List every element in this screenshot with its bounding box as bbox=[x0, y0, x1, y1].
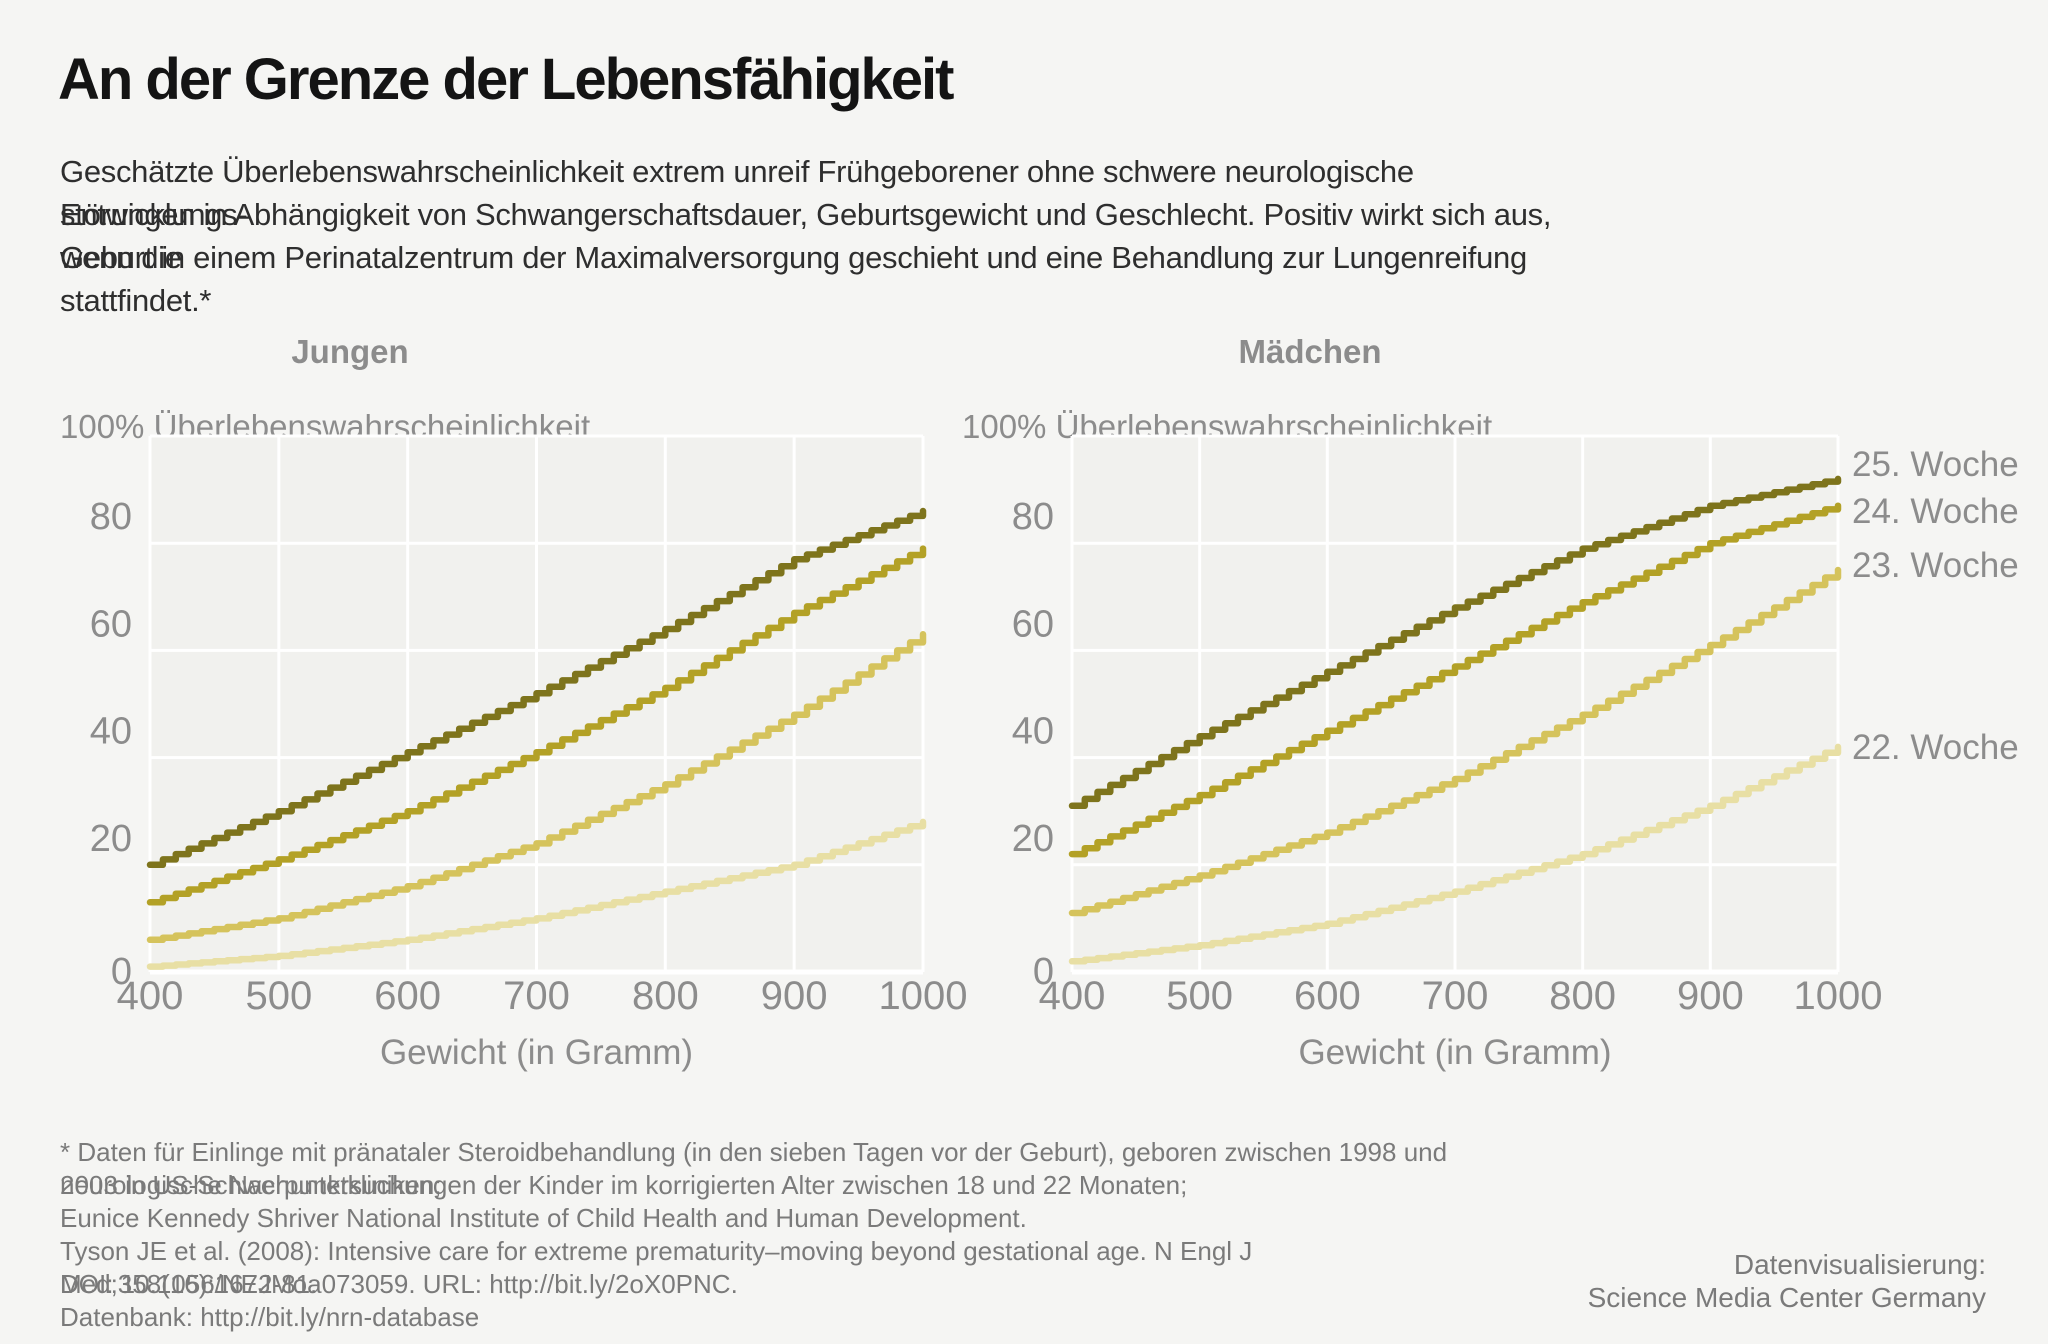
curve-22-woche bbox=[1068, 743, 1842, 965]
x-tick-label: 1000 bbox=[879, 974, 968, 1018]
y-tick-label: 20 bbox=[90, 818, 132, 860]
footnote-line: Datenbank: http://bit.ly/nrn-database bbox=[60, 1302, 480, 1332]
chart-svg-jungen: 0 20 40 60 80 400 500 600 700 800 900 1000 Gewicht (… bbox=[90, 434, 968, 1072]
legend-label-week-22: 22. Woche bbox=[1852, 728, 2019, 767]
x-tick-label: 900 bbox=[1677, 974, 1744, 1018]
y-tick-label: 60 bbox=[1012, 603, 1054, 645]
curve-25-woche bbox=[1068, 475, 1842, 810]
footnote-line: neurologische Nachuntersuchungen der Kin… bbox=[60, 1170, 1188, 1200]
y-tick-label: 0 bbox=[111, 951, 132, 993]
x-tick-label: 600 bbox=[374, 974, 441, 1018]
x-tick-label: 400 bbox=[117, 974, 184, 1018]
x-tick-label: 400 bbox=[1039, 974, 1106, 1018]
x-tick-label: 800 bbox=[632, 974, 699, 1018]
chart-panel-maedchen: 0 20 40 60 80 400 500 600 700 800 900 1000 Gewicht (… bbox=[957, 416, 1900, 1116]
y-tick-label: 0 bbox=[1033, 951, 1054, 993]
x-tick-label: 500 bbox=[1166, 974, 1233, 1018]
chart-panel-jungen: 0 20 40 60 80 400 500 600 700 800 900 1000 Gewicht (… bbox=[35, 416, 985, 1116]
chart-svg-mädchen: 0 20 40 60 80 400 500 600 700 800 900 1000 Gewicht (… bbox=[1012, 434, 1883, 1072]
curve-23-woche bbox=[146, 631, 927, 944]
x-tick-label: 500 bbox=[245, 974, 312, 1018]
y-tick-label: 80 bbox=[90, 496, 132, 538]
legend-label-week-24: 24. Woche bbox=[1852, 492, 2019, 531]
x-tick-label: 700 bbox=[503, 974, 570, 1018]
y-tick-label: 40 bbox=[90, 711, 132, 753]
y-tick-label: 80 bbox=[1012, 496, 1054, 538]
curve-23-woche bbox=[1068, 566, 1842, 917]
page-title: An der Grenze der Lebensfähigkeit bbox=[58, 47, 954, 112]
y-tick-label: 40 bbox=[1012, 711, 1054, 753]
x-tick-label: 900 bbox=[761, 974, 828, 1018]
footnote-line: * Daten für Einlinge mit pränataler Ster… bbox=[60, 1137, 1448, 1200]
page-subtitle-line: Geschätzte Überlebenswahrscheinlichkeit … bbox=[60, 154, 1414, 232]
page-subtitle-line: Geburt in einem Perinatalzentrum der Max… bbox=[60, 240, 1527, 318]
footnote-line: Tyson JE et al. (2008): Intensive care f… bbox=[60, 1236, 1253, 1299]
footnote-line: Eunice Kennedy Shriver National Institut… bbox=[60, 1203, 1027, 1233]
credit-line: Science Media Center Germany bbox=[1587, 1282, 1986, 1313]
panel-title-jungen: Jungen bbox=[291, 333, 409, 370]
legend-label-week-25: 25. Woche bbox=[1852, 445, 2019, 484]
credit-line: Datenvisualisierung: bbox=[1733, 1249, 1986, 1280]
x-tick-label: 1000 bbox=[1794, 974, 1883, 1018]
page-subtitle-line: störungen in Abhängigkeit von Schwangers… bbox=[60, 197, 1552, 275]
curve-24-woche bbox=[1068, 502, 1842, 858]
x-tick-label: 700 bbox=[1422, 974, 1489, 1018]
curve-25-woche bbox=[146, 507, 927, 869]
x-tick-label: 600 bbox=[1294, 974, 1361, 1018]
x-axis-label: Gewicht (in Gramm) bbox=[380, 1033, 693, 1072]
y-tick-label: 20 bbox=[1012, 818, 1054, 860]
curve-24-woche bbox=[146, 545, 927, 906]
x-axis-label: Gewicht (in Gramm) bbox=[1298, 1033, 1611, 1072]
y-tick-label: 60 bbox=[90, 603, 132, 645]
legend-label-week-23: 23. Woche bbox=[1852, 546, 2019, 585]
curve-22-woche bbox=[146, 818, 927, 970]
panel-title-maedchen: Mädchen bbox=[1238, 333, 1382, 370]
footnote-line: DOI: 10.1056/NEJMoa073059. URL: http://b… bbox=[60, 1269, 738, 1299]
x-tick-label: 800 bbox=[1549, 974, 1616, 1018]
